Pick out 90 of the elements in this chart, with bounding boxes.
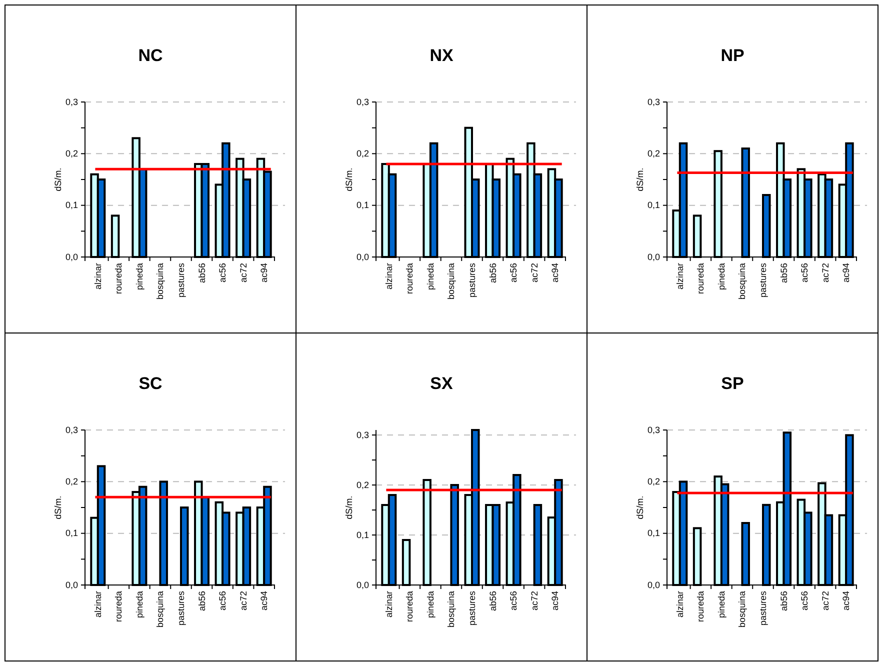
x-tick-label: pineda (134, 263, 144, 290)
x-tick-label: pineda (425, 591, 436, 618)
x-tick-label: pastures (758, 262, 768, 298)
x-tick-label: ac56 (218, 591, 228, 611)
x-tick-label: ab56 (196, 591, 207, 612)
y-tick-label: 0,1 (647, 528, 660, 538)
chart-title: NP (720, 46, 744, 65)
x-tick-label: ac56 (218, 263, 228, 283)
chart-title: NC (138, 46, 163, 65)
x-tick-label: ac72 (529, 591, 540, 611)
x-tick-label: bosquina (155, 591, 166, 628)
x-tick-label: ac56 (800, 591, 810, 611)
x-tick-label: roureda (696, 591, 706, 622)
x-tick-label: alzinar (674, 591, 685, 618)
y-tick-label: 0,1 (65, 528, 78, 538)
y-tick-label: 0,0 (647, 252, 660, 262)
y-tick-label: 0,3 (647, 424, 660, 435)
x-tick-label: ac56 (800, 263, 810, 283)
x-tick-label: pastures (467, 590, 477, 626)
x-tick-label: pastures (758, 590, 768, 626)
x-tick-label: ac94 (550, 263, 560, 283)
y-axis-title: dS/m. (344, 168, 354, 192)
x-tick-label: alzinar (92, 263, 103, 290)
y-tick-label: 0,1 (647, 200, 660, 210)
x-tick-label: roureda (114, 263, 124, 294)
y-axis-title: dS/m. (53, 496, 63, 520)
chart-title: SP (721, 374, 744, 393)
y-tick-label: 0,0 (356, 580, 369, 590)
x-tick-label: ab56 (778, 263, 789, 284)
y-tick-label: 0,1 (356, 530, 369, 540)
y-tick-label: 0,3 (356, 430, 369, 440)
y-tick-label: 0,0 (65, 252, 78, 262)
x-tick-label: ac56 (508, 591, 519, 611)
x-tick-label: alzinar (92, 591, 103, 618)
x-tick-label: roureda (404, 263, 415, 294)
x-tick-label: ac72 (820, 263, 830, 283)
y-tick-label: 0,2 (647, 476, 660, 487)
x-tick-label: ac94 (841, 263, 852, 283)
y-tick-label: 0,3 (356, 96, 369, 107)
x-tick-label: ac72 (529, 263, 540, 283)
x-tick-label: pineda (134, 591, 144, 618)
x-tick-label: bosquina (737, 263, 748, 300)
y-axis-title: dS/m. (344, 496, 354, 520)
y-tick-label: 0,2 (647, 148, 660, 159)
y-tick-label: 0,2 (65, 476, 78, 487)
x-tick-label: pineda (425, 263, 436, 290)
x-tick-label: bosquina (737, 591, 748, 628)
y-axis-title: dS/m. (635, 496, 645, 520)
y-axis-title: dS/m. (53, 168, 63, 192)
y-tick-label: 0,2 (65, 148, 78, 159)
x-tick-label: roureda (114, 591, 124, 622)
x-tick-label: alzinar (674, 263, 685, 290)
x-tick-label: ab56 (488, 591, 498, 612)
y-tick-label: 0,3 (647, 96, 660, 107)
x-tick-label: pastures (467, 262, 477, 298)
x-tick-label: ac72 (238, 591, 248, 611)
x-tick-label: ac56 (508, 263, 519, 283)
x-tick-label: ab56 (196, 263, 207, 284)
x-tick-label: ac94 (841, 591, 852, 611)
x-tick-label: ac72 (820, 591, 830, 611)
x-tick-label: alzinar (384, 263, 394, 290)
y-tick-label: 0,1 (356, 200, 369, 210)
y-axis-title: dS/m. (635, 168, 645, 192)
x-tick-label: bosquina (446, 263, 456, 300)
y-tick-label: 0,0 (356, 252, 369, 262)
x-tick-label: pineda (716, 263, 726, 290)
x-tick-label: roureda (696, 263, 706, 294)
y-tick-label: 0,3 (65, 424, 78, 435)
chart-title: NX (430, 46, 454, 65)
x-tick-label: alzinar (384, 591, 394, 618)
y-tick-label: 0,3 (65, 96, 78, 107)
x-tick-label: pineda (716, 591, 726, 618)
x-tick-label: ab56 (488, 263, 498, 284)
y-tick-label: 0,2 (356, 148, 369, 159)
x-tick-label: ac94 (259, 263, 270, 283)
chart-title: SX (430, 374, 454, 393)
x-tick-label: ac94 (550, 591, 560, 611)
x-tick-label: ac72 (238, 263, 248, 283)
x-tick-label: bosquina (446, 591, 456, 628)
y-tick-label: 0,0 (647, 580, 660, 590)
x-tick-label: roureda (404, 591, 415, 622)
chart-title: SC (138, 374, 162, 393)
y-tick-label: 0,1 (65, 200, 78, 210)
x-tick-label: pastures (176, 590, 186, 626)
x-tick-label: bosquina (155, 263, 166, 300)
x-tick-label: pastures (176, 262, 186, 298)
y-tick-label: 0,2 (356, 480, 369, 490)
y-tick-label: 0,0 (65, 580, 78, 590)
x-tick-label: ac94 (259, 591, 270, 611)
x-tick-label: ab56 (778, 591, 789, 612)
